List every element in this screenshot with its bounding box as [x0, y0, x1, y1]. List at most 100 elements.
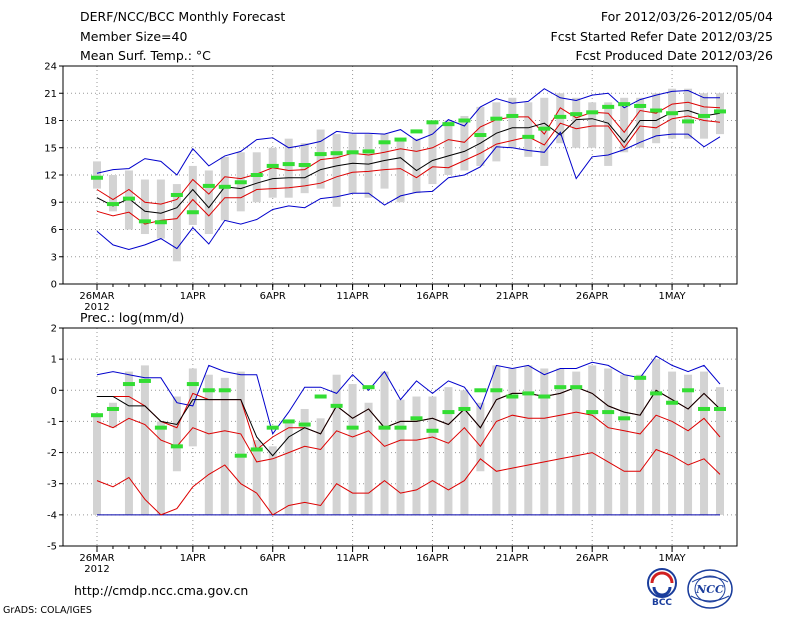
ensemble-box	[93, 415, 101, 515]
marker	[234, 453, 247, 458]
marker	[394, 137, 407, 142]
marker	[602, 410, 615, 415]
ensemble-box	[524, 365, 533, 515]
marker	[442, 122, 455, 127]
marker	[282, 162, 295, 167]
marker	[202, 388, 215, 393]
panel-1: 0 3 6 9 12 15 18 21 24 26MAR 1APR 6APR 11APR 16APR 21A…	[44, 62, 738, 313]
precip-title: Prec.: log(mm/d)	[80, 310, 184, 325]
marker	[154, 425, 167, 430]
ensemble-box	[236, 371, 245, 515]
marker	[570, 385, 583, 390]
ensemble-box	[284, 138, 293, 198]
marker	[586, 410, 599, 415]
y-tick-label: -5	[47, 542, 57, 553]
x-tick-label: 1MAY	[658, 291, 686, 302]
x-tick-label: 26MAR	[79, 553, 114, 564]
ensemble-box	[620, 374, 629, 515]
ensemble-box	[396, 399, 405, 515]
marker	[298, 422, 311, 427]
marker	[266, 163, 279, 168]
marker	[91, 413, 103, 418]
series-line	[96, 109, 721, 214]
ensemble-box	[588, 365, 597, 515]
marker	[698, 406, 711, 411]
marker	[170, 192, 183, 197]
ensemble-box	[204, 374, 213, 515]
y-tick-label: -1	[47, 417, 57, 428]
marker	[554, 385, 567, 390]
series-line	[96, 131, 721, 251]
source-url[interactable]: http://cmdp.ncc.cma.gov.cn	[74, 583, 249, 598]
ensemble-box	[540, 97, 549, 166]
ensemble-box	[604, 368, 613, 515]
marker	[186, 382, 199, 387]
ensemble-box	[124, 371, 133, 515]
marker	[330, 403, 343, 408]
ensemble-box	[716, 387, 724, 515]
variable-label: Mean Surf. Temp.: °C	[80, 48, 211, 63]
y-tick-label: 24	[44, 62, 57, 73]
grads-credit: GrADS: COLA/IGES	[3, 605, 92, 616]
started-refer-date: Fcst Started Refer Date 2012/03/25	[550, 29, 774, 44]
series-line	[96, 115, 721, 225]
marker	[618, 416, 631, 421]
marker	[330, 151, 343, 156]
produced-date: Fcst Produced Date 2012/03/26	[575, 48, 773, 63]
x-tick-label: 11APR	[336, 553, 369, 564]
marker	[122, 382, 135, 387]
marker	[314, 152, 327, 157]
ensemble-box	[172, 184, 181, 262]
marker	[634, 375, 647, 380]
ensemble-box	[220, 377, 229, 515]
ensemble-box	[380, 134, 389, 189]
ensemble-box	[364, 402, 373, 515]
y-tick-label: 12	[44, 171, 57, 182]
series-line	[96, 355, 721, 436]
ensemble-box	[268, 446, 277, 515]
x-tick-label: 1MAY	[658, 553, 686, 564]
marker	[426, 120, 439, 125]
ensemble-box	[428, 120, 437, 185]
ensemble-box	[444, 120, 453, 175]
marker	[362, 149, 375, 154]
y-tick-label: 3	[51, 252, 57, 263]
ensemble-box	[652, 93, 661, 144]
x-tick-label: 26MAR	[79, 291, 114, 302]
marker	[586, 110, 599, 115]
marker	[474, 388, 487, 393]
y-tick-label: 6	[51, 225, 57, 236]
marker	[714, 109, 726, 114]
marker	[698, 113, 711, 118]
x-tick-label: 26APR	[576, 553, 609, 564]
series-line	[97, 386, 721, 457]
ensemble-box	[508, 97, 517, 148]
ensemble-box	[572, 371, 581, 515]
marker	[554, 114, 567, 119]
marker	[250, 447, 263, 452]
ensemble-box	[300, 408, 309, 515]
marker	[106, 202, 119, 207]
marker	[634, 103, 647, 108]
ensemble-box	[460, 115, 469, 171]
x-tick-label: 6APR	[260, 553, 286, 564]
ensemble-box	[188, 165, 197, 225]
marker	[650, 391, 663, 396]
marker	[394, 425, 407, 430]
ensemble-box	[668, 371, 677, 515]
y-tick-label: 0	[51, 280, 57, 291]
y-tick-label: 0	[51, 386, 57, 397]
marker	[378, 425, 391, 430]
x-year-label: 2012	[84, 564, 109, 575]
ensemble-box	[108, 402, 117, 428]
ensemble-box	[364, 134, 373, 198]
x-tick-label: 11APR	[336, 291, 369, 302]
y-tick-label: 21	[44, 89, 57, 100]
marker	[682, 388, 695, 393]
ensemble-box	[348, 384, 357, 515]
y-tick-label: -3	[47, 479, 57, 490]
marker	[490, 388, 503, 393]
x-tick-label: 1APR	[180, 291, 206, 302]
ensemble-box	[524, 102, 533, 157]
marker	[474, 133, 487, 138]
